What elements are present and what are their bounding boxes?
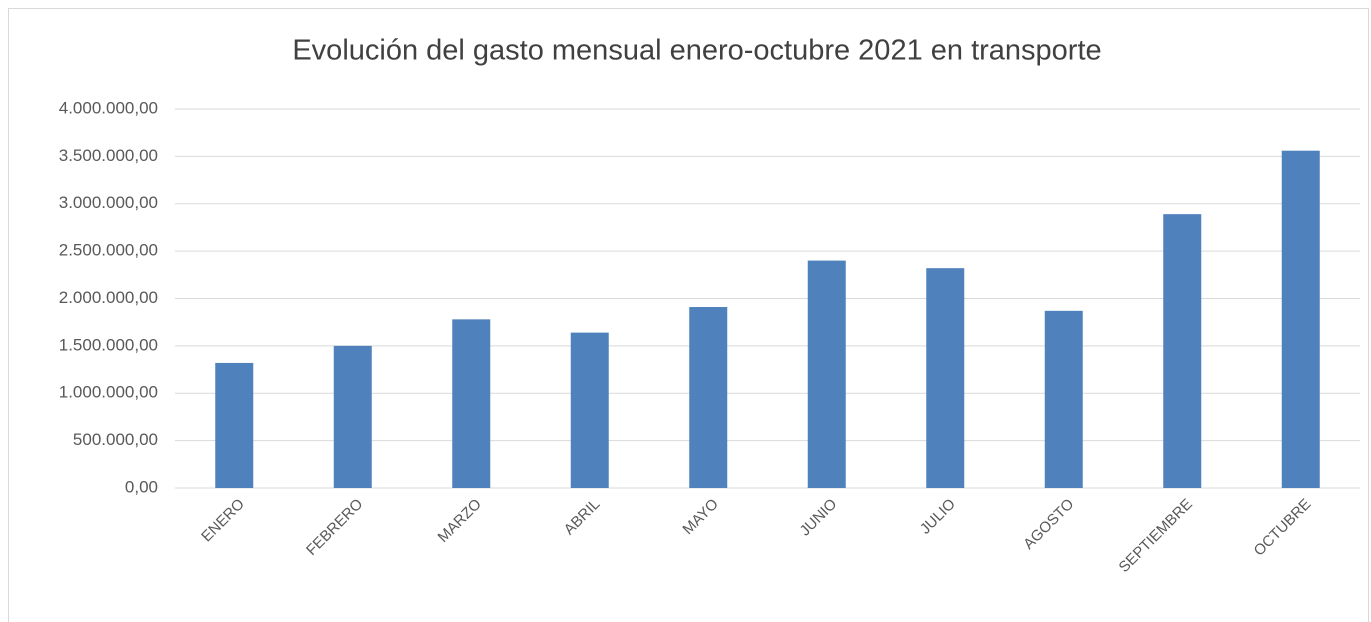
y-tick-label: 1.500.000,00 [59,335,158,354]
x-tick-label: MAYO [679,496,721,538]
x-tick-label: MARZO [435,496,485,546]
y-tick-label: 0,00 [125,477,158,496]
bar [689,307,728,488]
x-tick-label: ENERO [198,496,248,546]
x-tick-label: JUNIO [797,496,841,540]
chart-title: Evolución del gasto mensual enero-octubr… [292,35,1101,67]
x-tick-label: SEPTIEMBRE [1115,496,1195,576]
y-tick-label: 2.000.000,00 [59,288,158,307]
y-tick-label: 3.000.000,00 [59,193,158,212]
x-tick-label: ABRIL [561,496,604,539]
bar [215,362,254,488]
y-tick-label: 500.000,00 [73,430,158,449]
bar [452,319,491,488]
bar [807,260,846,488]
x-tick-label: FEBRERO [303,496,366,559]
chart-border [8,8,1369,622]
bar [570,332,609,488]
x-tick-label: AGOSTO [1020,496,1077,553]
y-tick-label: 4.000.000,00 [59,98,158,117]
bar [1281,150,1320,488]
bar [1163,214,1202,489]
bar [333,345,372,488]
x-tick-label: OCTUBRE [1251,496,1315,560]
x-tick-label: JULIO [917,496,959,538]
bar [1044,310,1083,488]
y-tick-label: 1.000.000,00 [59,383,158,402]
bar [926,268,965,488]
y-tick-label: 2.500.000,00 [59,241,158,260]
y-tick-label: 3.500.000,00 [59,146,158,165]
